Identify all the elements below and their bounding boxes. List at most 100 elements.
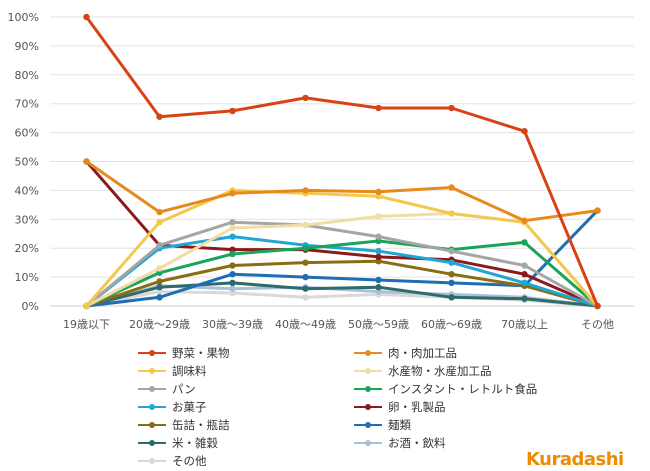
x-tick-label: その他: [581, 318, 614, 331]
data-point: [83, 158, 90, 165]
data-point: [156, 208, 163, 216]
data-point: [302, 94, 309, 102]
data-point: [302, 285, 309, 292]
data-point: [229, 224, 236, 232]
data-point: [521, 239, 528, 246]
series-野菜・果物: [83, 13, 601, 310]
data-point: [448, 271, 455, 278]
legend-swatch: [354, 348, 382, 358]
series-line: [85, 160, 598, 223]
data-point: [521, 295, 528, 302]
data-point: [83, 13, 90, 21]
data-point: [448, 184, 455, 191]
series-肉・肉加工品: [83, 158, 601, 224]
y-tick-label: 60%: [15, 127, 39, 140]
data-point: [229, 190, 236, 197]
data-point: [156, 242, 163, 249]
legend-label: 卵・乳製品: [388, 399, 446, 414]
data-point: [375, 247, 382, 255]
data-point: [448, 210, 455, 217]
legend-item: 缶詰・瓶詰: [138, 416, 354, 433]
data-point: [448, 247, 455, 255]
series-line: [85, 235, 598, 308]
x-axis-ticks: 19歳以下 20歳～29歳 30歳～39歳 40歳～49歳 50歳～59歳 60歳～69歳…: [63, 318, 614, 331]
data-point: [229, 107, 236, 115]
legend-item: 野菜・果物: [138, 344, 354, 361]
data-point: [521, 279, 528, 287]
y-tick-label: 40%: [15, 184, 39, 197]
series-line: [86, 259, 598, 308]
y-tick-label: 70%: [15, 98, 39, 111]
y-tick-label: 10%: [15, 271, 39, 284]
line-chart: 0% 10% 20% 30% 40% 50% 60% 70% 80% 90% 100% 19歳以下 2…: [8, 11, 634, 331]
x-tick-label: 60歳～69歳: [421, 318, 482, 331]
series-line: [85, 220, 599, 308]
data-point: [229, 271, 236, 278]
data-point: [302, 187, 309, 194]
data-point: [448, 294, 455, 301]
series-line: [86, 281, 598, 308]
legend-swatch: [138, 384, 166, 394]
data-point: [375, 253, 382, 261]
legend-item: お酒・飲料: [354, 434, 594, 451]
data-point: [375, 276, 382, 284]
legend-label: その他: [172, 453, 207, 468]
data-point: [448, 104, 455, 112]
legend-item: 米・雑穀: [138, 434, 354, 451]
legend-swatch: [354, 420, 382, 430]
data-point: [156, 218, 163, 226]
legend-swatch: [354, 366, 382, 376]
legend-label: インスタント・レトルト食品: [388, 381, 538, 396]
data-point: [375, 233, 382, 240]
legend-item: パン: [138, 380, 354, 397]
legend-swatch: [354, 384, 382, 394]
legend-item: インスタント・レトルト食品: [354, 380, 594, 397]
legend-label: お菓子: [172, 399, 207, 414]
legend-swatch: [138, 438, 166, 448]
data-point: [594, 302, 601, 310]
legend-swatch: [354, 438, 382, 448]
legend-item: 卵・乳製品: [354, 398, 594, 415]
series-line: [85, 188, 599, 307]
series-line: [85, 239, 599, 308]
y-tick-label: 80%: [15, 69, 39, 82]
y-axis-ticks: 0% 10% 20% 30% 40% 50% 60% 70% 80% 90% 100%: [8, 11, 39, 313]
data-point: [156, 294, 163, 301]
legend: 野菜・果物 肉・肉加工品調味料 水産物・水産加工品 パン インスタント・レトルト食品お菓…: [138, 344, 618, 469]
data-point: [229, 233, 236, 240]
x-tick-label: 40歳～49歳: [275, 318, 336, 331]
legend-item: 肉・肉加工品: [354, 344, 594, 361]
y-tick-label: 90%: [15, 40, 39, 53]
legend-item: 調味料: [138, 362, 354, 379]
data-point: [156, 284, 163, 291]
series-line: [85, 16, 599, 307]
data-point: [521, 262, 528, 269]
y-tick-label: 0%: [22, 300, 39, 313]
y-tick-label: 50%: [15, 156, 39, 169]
y-tick-label: 100%: [8, 11, 39, 24]
data-point: [375, 213, 382, 220]
data-point: [229, 285, 236, 292]
legend-item: 水産物・水産加工品: [354, 362, 594, 379]
brand-logo: Kuradashi: [526, 449, 624, 470]
data-point: [448, 259, 455, 266]
legend-swatch: [138, 456, 166, 466]
data-point: [156, 113, 163, 120]
data-point: [521, 217, 528, 224]
legend-swatch: [138, 420, 166, 430]
legend-label: 調味料: [172, 363, 207, 378]
x-tick-label: 30歳～39歳: [202, 318, 263, 331]
series-lines: [83, 13, 601, 310]
data-point: [156, 278, 163, 285]
legend-item: お菓子: [138, 398, 354, 415]
legend-label: 米・雑穀: [172, 435, 218, 450]
data-point: [83, 302, 90, 310]
data-point: [375, 188, 382, 196]
data-point: [302, 221, 309, 229]
y-tick-label: 30%: [15, 213, 39, 226]
data-point: [521, 271, 528, 278]
data-point: [229, 279, 236, 287]
x-tick-label: 20歳～29歳: [129, 318, 190, 331]
data-point: [302, 259, 309, 266]
data-point: [302, 273, 309, 281]
